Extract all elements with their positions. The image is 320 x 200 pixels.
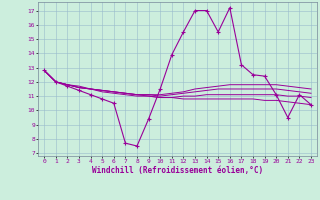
X-axis label: Windchill (Refroidissement éolien,°C): Windchill (Refroidissement éolien,°C) — [92, 166, 263, 175]
